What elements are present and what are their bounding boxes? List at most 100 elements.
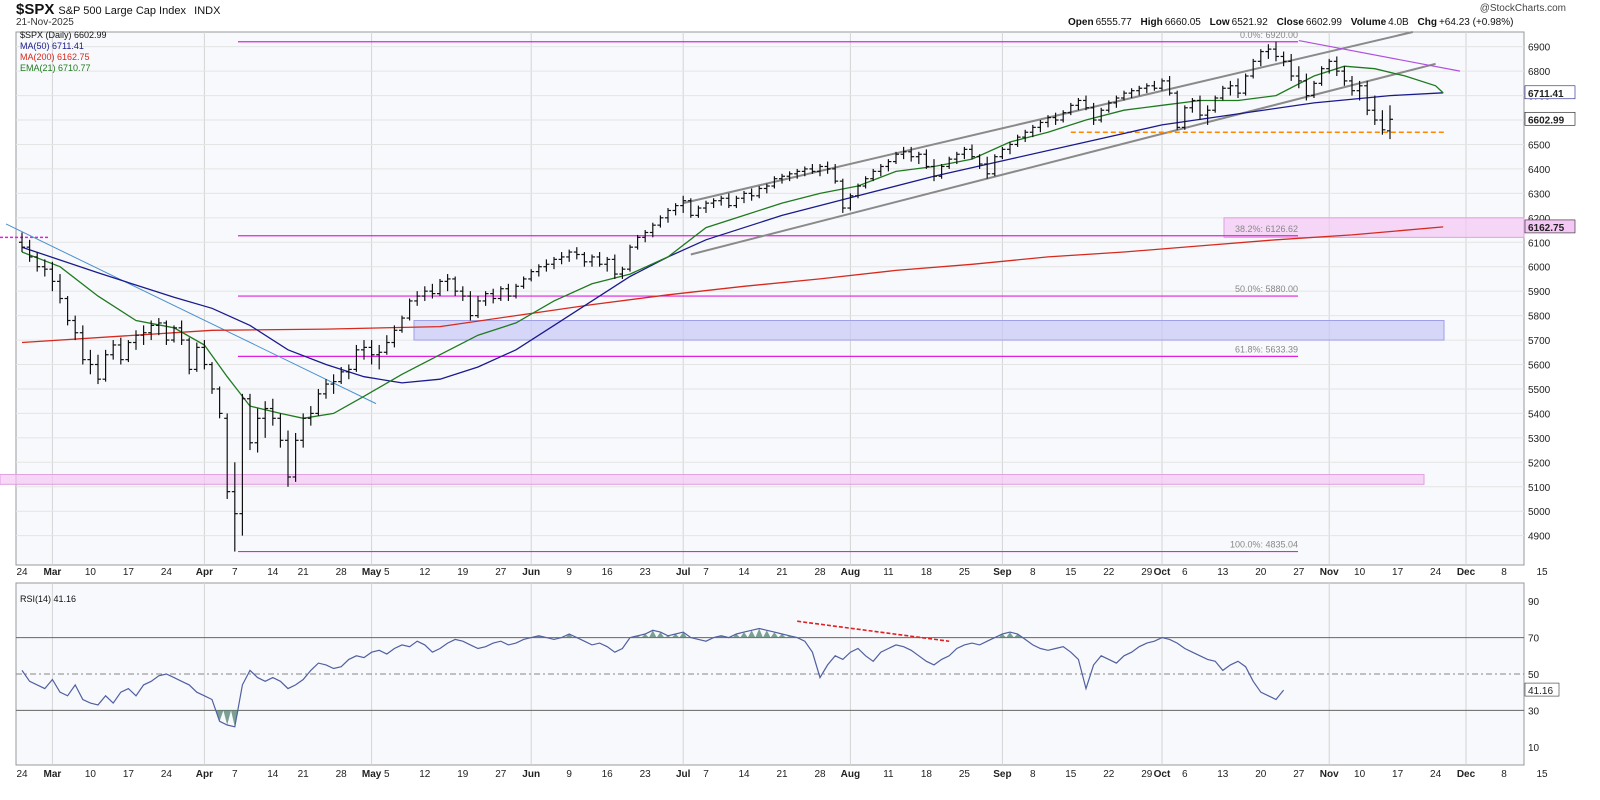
date-axis-label: 11	[883, 769, 894, 780]
ohlc-bar	[824, 161, 831, 174]
ma50-value-tag: 6711.41	[1528, 89, 1564, 100]
ohlc-bar	[216, 386, 223, 419]
rsi-divergence-line	[797, 620, 950, 643]
price-axis-tick: 5300	[1528, 434, 1551, 445]
ohlc-bar	[383, 335, 390, 355]
ohlc-bar	[19, 232, 25, 253]
date-axis-label: Sep	[993, 567, 1011, 578]
date-axis-label: 8	[1030, 567, 1036, 578]
date-axis-label: May	[362, 567, 382, 578]
date-axis-label: Nov	[1320, 769, 1339, 780]
date-axis-label: 12	[419, 769, 431, 780]
ohlc-bar	[695, 205, 702, 218]
ohlc-bar	[209, 362, 215, 394]
date-axis-label: 13	[1217, 567, 1229, 578]
price-axis-tick: 6800	[1528, 67, 1551, 78]
ohlc-bar	[406, 298, 413, 321]
ohlc-bar	[1045, 115, 1051, 128]
date-axis-label: 17	[1392, 769, 1404, 780]
ohlc-bar	[414, 291, 421, 306]
ohlc-bar	[148, 320, 155, 341]
date-axis-label: 10	[1354, 769, 1366, 780]
high-value: 6660.05	[1164, 17, 1201, 28]
ohlc-bar	[1349, 76, 1355, 96]
ohlc-bar	[809, 164, 816, 174]
date-axis-label: Apr	[196, 769, 213, 780]
symbol-name: S&P 500 Large Cap Index	[58, 5, 186, 17]
date-axis-label: 10	[1354, 567, 1366, 578]
date-axis-label: 20	[1255, 567, 1267, 578]
volume-label: Volume	[1350, 17, 1387, 28]
date-axis-label: 21	[776, 567, 788, 578]
ohlc-bar	[756, 186, 763, 199]
ohlc-bar	[34, 252, 41, 272]
ohlc-bar	[459, 286, 466, 301]
date-axis-label: Nov	[1320, 567, 1339, 578]
ma200-value-tag-box	[1524, 219, 1576, 234]
ohlc-bar	[931, 159, 937, 182]
ohlc-bar	[87, 349, 94, 375]
open-value: 6555.77	[1095, 17, 1132, 28]
ohlc-bar	[110, 340, 117, 360]
ohlc-bar	[1181, 105, 1188, 130]
ohlc-bar	[1090, 102, 1097, 125]
ohlc-bar	[1326, 58, 1333, 74]
ohlc-bar	[133, 330, 139, 350]
ohlc-bar	[239, 393, 246, 536]
ohlc-bar	[733, 195, 740, 209]
ohlc-bar	[1143, 83, 1150, 94]
close-label: Close	[1276, 17, 1304, 28]
rsi-value-tag: 41.16	[1528, 686, 1553, 697]
rsi-axis-tick: 70	[1528, 634, 1540, 645]
ohlc-bar	[969, 144, 975, 160]
ohlc-bar	[763, 183, 770, 194]
ohlc-bar	[1151, 80, 1158, 91]
date-axis-label: 8	[1501, 769, 1507, 780]
ohlc-bar	[1052, 112, 1059, 125]
date-axis-label: 16	[602, 769, 614, 780]
ohlc-bar	[247, 393, 253, 451]
ohlc-bar	[1174, 90, 1181, 130]
ohlc-bar	[923, 149, 930, 169]
zone-pink	[0, 474, 1425, 485]
ohlc-bar	[908, 146, 915, 162]
rsi-axis-tick: 10	[1528, 743, 1540, 754]
ohlc-bar	[1273, 41, 1279, 62]
price-axis-tick: 6900	[1528, 43, 1551, 54]
ohlc-bar	[376, 344, 383, 370]
ohlc-bar	[870, 168, 877, 182]
ohlc-bar	[1212, 95, 1219, 113]
ohlc-bar	[619, 266, 626, 279]
low-label: Low	[1209, 17, 1230, 28]
ohlc-bar	[1250, 58, 1257, 79]
ohlc-bar	[604, 256, 611, 272]
ohlc-bar	[72, 315, 79, 341]
date-axis-label: 15	[1536, 567, 1548, 578]
ohlc-bar	[1379, 110, 1386, 135]
date-axis-label: Dec	[1457, 769, 1476, 780]
date-axis-label: 9	[566, 769, 572, 780]
ohlc-bar	[535, 264, 542, 277]
price-axis-tick: 5600	[1528, 361, 1551, 372]
stockcharts-credit[interactable]: @StockCharts.com	[1479, 3, 1566, 14]
ohlc-bar	[1166, 76, 1173, 96]
date-axis-label: 27	[495, 769, 507, 780]
ohlc-bar	[961, 146, 968, 160]
ohlc-bar	[999, 146, 1006, 160]
ohlc-bar	[79, 325, 86, 365]
price-axis-tick: 6200	[1528, 214, 1551, 225]
ohlc-bar	[801, 166, 808, 177]
ohlc-bar	[224, 413, 231, 499]
ohlc-bar	[307, 406, 314, 426]
price-axis-tick: 6000	[1528, 263, 1551, 274]
early-trend-line	[5, 223, 377, 405]
date-axis-label: Jul	[676, 567, 691, 578]
ohlc-bar	[140, 325, 147, 345]
ohlc-bar	[125, 340, 132, 363]
ohlc-bar	[1371, 95, 1378, 125]
ohlc-bar	[1318, 66, 1325, 86]
ohlc-bar	[57, 274, 63, 304]
open-label: Open	[1068, 17, 1094, 28]
date-axis-label: Mar	[44, 769, 62, 780]
